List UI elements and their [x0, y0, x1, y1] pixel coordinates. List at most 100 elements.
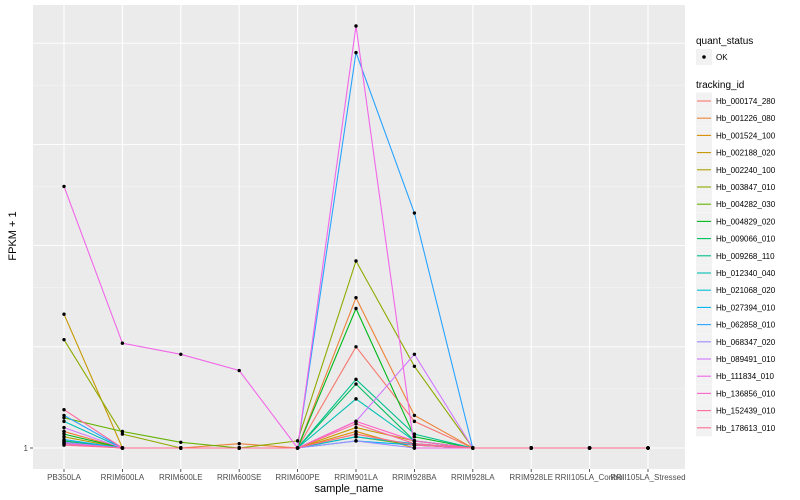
legend-label: Hb_000174_280	[716, 97, 776, 106]
data-point	[295, 439, 300, 443]
x-axis-title: sample_name	[314, 483, 383, 495]
x-tick-label: RRII105LA_Control	[555, 473, 625, 482]
data-point	[179, 352, 183, 356]
data-point	[354, 432, 358, 436]
data-point	[529, 446, 533, 450]
x-tick-label: RRIM928LE	[509, 473, 553, 482]
data-point	[646, 446, 650, 450]
legend-label: Hb_009268_110	[716, 252, 775, 261]
data-point	[412, 446, 417, 450]
data-point	[120, 341, 125, 345]
data-point	[412, 439, 417, 443]
data-point	[62, 407, 66, 412]
data-point	[120, 429, 125, 434]
data-point	[354, 377, 358, 382]
legend-label: Hb_111834_010	[716, 372, 775, 381]
data-point	[354, 419, 358, 424]
legend-point	[702, 55, 706, 59]
data-point	[354, 24, 358, 28]
data-point	[354, 345, 358, 349]
legend-label: Hb_003847_010	[716, 183, 776, 192]
data-point	[354, 422, 358, 426]
legend-label: Hb_001524_100	[716, 131, 776, 140]
data-points	[62, 24, 650, 450]
legend-label: Hb_001226_080	[716, 114, 776, 123]
x-tick-label: RRIM600LA	[101, 473, 145, 482]
y-axis: 1	[24, 444, 33, 453]
plot-panel	[33, 5, 685, 469]
data-point	[412, 364, 417, 368]
panel-background	[33, 5, 685, 469]
legend-label: Hb_002188_020	[716, 149, 776, 158]
data-point	[62, 435, 66, 439]
data-point	[62, 416, 66, 420]
legend-label: Hb_002240_100	[716, 166, 776, 175]
legend-label: Hb_004829_020	[716, 217, 776, 226]
x-tick-label: RRIM600LE	[159, 473, 203, 482]
x-tick-label: RRII105LA_Stressed	[610, 473, 685, 482]
data-point	[237, 368, 241, 373]
x-tick-label: RRIM600PE	[275, 473, 319, 482]
data-point	[354, 425, 358, 430]
legend-label: Hb_004282_030	[716, 200, 776, 209]
legend-label: Hb_009066_010	[716, 235, 776, 244]
data-point	[412, 352, 417, 356]
x-tick-label: RRIM928BA	[392, 473, 437, 482]
x-axis: PB350LA RRIM600LA RRIM600LE RRIM600SE RRIM60…	[47, 469, 686, 482]
x-tick-label: RRIM600SE	[217, 473, 261, 482]
data-point	[62, 432, 66, 436]
legend-label: Hb_178613_010	[716, 424, 776, 433]
data-point	[62, 429, 66, 434]
data-point	[471, 446, 475, 450]
data-point	[412, 413, 417, 418]
data-point	[62, 443, 66, 447]
data-point	[412, 211, 417, 215]
data-point	[354, 259, 358, 263]
data-point	[237, 441, 241, 446]
point-legend-entries: OK	[696, 49, 728, 65]
y-tick-label: 1	[24, 444, 29, 453]
data-point	[354, 429, 358, 434]
data-point	[354, 435, 358, 439]
data-point	[62, 337, 66, 342]
y-axis-title: FPKM + 1	[7, 211, 19, 260]
data-point	[354, 50, 358, 55]
legend-label: Hb_089491_010	[716, 355, 776, 364]
data-point	[354, 397, 358, 401]
legend-label: Hb_027394_010	[716, 303, 776, 312]
data-point	[237, 446, 241, 450]
x-tick-label: PB350LA	[47, 473, 81, 482]
data-point	[62, 413, 66, 418]
series-legend-entries: Hb_000174_280 Hb_001226_080 Hb_001524_100 H…	[696, 92, 776, 437]
data-point	[62, 437, 66, 442]
data-point	[62, 419, 66, 424]
data-point	[412, 443, 417, 447]
data-point	[354, 439, 358, 443]
data-point	[179, 446, 183, 450]
legend-label: OK	[716, 53, 728, 62]
x-tick-label: RRIM901LA	[334, 473, 378, 482]
data-point	[354, 306, 358, 311]
x-tick-label: RRIM928LA	[451, 473, 495, 482]
point-legend-title: quant_status	[696, 36, 753, 47]
legend-label: Hb_068347_020	[716, 338, 776, 347]
legend: quant_status OK tracking_id Hb_000174_28…	[696, 36, 776, 437]
legend-label: Hb_012340_040	[716, 269, 776, 278]
legend-label: Hb_062858_010	[716, 321, 776, 330]
data-point	[120, 446, 125, 450]
data-point	[412, 419, 417, 424]
legend-label: Hb_136856_010	[716, 389, 776, 398]
data-point	[354, 382, 358, 386]
data-point	[62, 184, 66, 189]
data-point	[179, 440, 183, 444]
legend-label: Hb_021068_020	[716, 286, 776, 295]
data-point	[62, 425, 66, 430]
data-point	[62, 312, 66, 316]
series-legend-title: tracking_id	[696, 80, 744, 91]
legend-label: Hb_152439_010	[716, 407, 776, 416]
data-point	[412, 432, 417, 436]
data-point	[587, 446, 592, 450]
data-point	[120, 432, 125, 436]
data-point	[412, 435, 417, 439]
